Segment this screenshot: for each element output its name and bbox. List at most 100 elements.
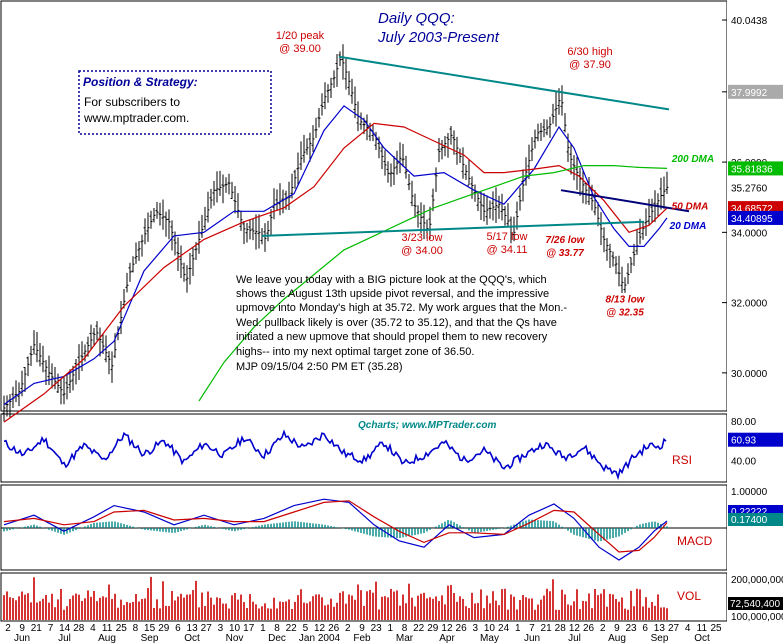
x-day-tick: 27 bbox=[668, 623, 680, 634]
right-axis-area bbox=[727, 0, 783, 644]
x-month-label: Nov bbox=[226, 633, 244, 644]
x-month-label: May bbox=[480, 633, 499, 644]
rsi-value-box bbox=[728, 432, 783, 447]
x-month-label: Mar bbox=[396, 633, 414, 644]
rsi-tick-label: 40.00 bbox=[731, 456, 756, 467]
price-value-label: 37.9992 bbox=[731, 88, 768, 99]
price-annotation-value: @ 33.77 bbox=[546, 248, 584, 259]
price-annotation-value: @ 32.35 bbox=[606, 308, 644, 319]
x-day-tick: 21 bbox=[541, 623, 553, 634]
x-day-tick: 25 bbox=[116, 623, 128, 634]
x-day-tick: 29 bbox=[427, 623, 439, 634]
x-day-tick: 10 bbox=[229, 623, 241, 634]
x-day-tick: 3 bbox=[472, 623, 478, 634]
price-value-box bbox=[728, 210, 783, 225]
x-day-tick: 1 bbox=[260, 623, 266, 634]
x-day-tick: 28 bbox=[555, 623, 567, 634]
price-tick-label: 32.0000 bbox=[731, 299, 768, 310]
x-day-tick: 6 bbox=[642, 623, 648, 634]
macd-title: MACD bbox=[677, 534, 713, 548]
price-annotation: 1/20 peak bbox=[276, 30, 325, 42]
volume-value-label: 72,540,400 bbox=[730, 599, 780, 610]
commentary-line-1: We leave you today with a BIG picture lo… bbox=[236, 274, 547, 286]
strategy-box bbox=[78, 70, 272, 135]
commentary-line-7: MJP 09/15/04 2:50 PM ET (35.28) bbox=[236, 361, 403, 373]
strategy-line-1: For subscribers to bbox=[84, 95, 180, 109]
x-day-tick: 5 bbox=[303, 623, 309, 634]
x-day-tick: 11 bbox=[102, 623, 113, 634]
rsi-value-label: 60.93 bbox=[731, 436, 756, 447]
commentary-line-5: initiated a new upmove that should prope… bbox=[236, 331, 548, 343]
x-day-tick: 14 bbox=[59, 623, 71, 634]
x-month-label: Jan 2004 bbox=[299, 633, 341, 644]
x-day-tick: 24 bbox=[498, 623, 510, 634]
x-month-label: Jul bbox=[568, 633, 581, 644]
x-day-tick: 21 bbox=[31, 623, 43, 634]
price-annotation: 50 DMA bbox=[672, 202, 709, 213]
price-annotation: 3/23 low bbox=[402, 232, 443, 244]
trendline-upper bbox=[338, 55, 670, 111]
price-tick-label: 40.0438 bbox=[731, 16, 768, 27]
price-tick-label: 34.0000 bbox=[731, 228, 768, 239]
price-value-box bbox=[728, 180, 783, 195]
price-value-box bbox=[728, 84, 783, 99]
x-day-tick: 9 bbox=[614, 623, 620, 634]
strategy-line-2: www.mptrader.com. bbox=[83, 111, 189, 125]
x-day-tick: 4 bbox=[685, 623, 691, 634]
x-day-tick: 15 bbox=[144, 623, 156, 634]
x-day-tick: 7 bbox=[529, 623, 535, 634]
price-annotation: 200 DMA bbox=[671, 154, 714, 165]
volume-title: VOL bbox=[677, 589, 701, 603]
x-day-tick: 2 bbox=[600, 623, 606, 634]
commentary-line-6: highs-- into my next optimal target zone… bbox=[236, 346, 474, 358]
x-day-tick: 22 bbox=[286, 623, 298, 634]
commentary-line-3: upmove into Monday's high at 35.72. My w… bbox=[236, 302, 567, 314]
x-day-tick: 2 bbox=[345, 623, 351, 634]
x-day-tick: 28 bbox=[73, 623, 85, 634]
macd-value-label: 0.17400 bbox=[731, 515, 768, 526]
x-day-tick: 8 bbox=[133, 623, 139, 634]
x-month-label: Aug bbox=[98, 633, 116, 644]
price-panel bbox=[0, 0, 728, 412]
price-annotation-value: @ 39.00 bbox=[279, 43, 321, 55]
x-day-tick: 1 bbox=[515, 623, 521, 634]
price-tick-label: 30.0000 bbox=[731, 369, 768, 380]
x-day-tick: 10 bbox=[484, 623, 496, 634]
x-day-tick: 12 bbox=[441, 623, 453, 634]
rsi-tick-label: 80.00 bbox=[731, 417, 756, 428]
x-month-label: Jul bbox=[58, 633, 71, 644]
x-day-tick: 13 bbox=[187, 623, 199, 634]
x-day-tick: 25 bbox=[710, 623, 722, 634]
price-annotation: 5/17 low bbox=[487, 231, 528, 243]
x-day-tick: 8 bbox=[402, 623, 408, 634]
x-day-tick: 17 bbox=[243, 623, 255, 634]
chart-title-line2: July 2003-Present bbox=[377, 29, 500, 46]
price-annotation: 8/13 low bbox=[606, 295, 646, 306]
x-day-tick: 11 bbox=[697, 623, 708, 634]
x-day-tick: 4 bbox=[90, 623, 96, 634]
macd-macd-line bbox=[3, 498, 668, 561]
price-annotation-value: @ 34.11 bbox=[487, 244, 528, 256]
volume-tick-label: 100,000,000 bbox=[731, 612, 783, 623]
price-annotation: 6/30 high bbox=[567, 46, 612, 58]
price-value-label: 35.81836 bbox=[731, 164, 773, 175]
rsi-panel bbox=[0, 413, 728, 483]
x-day-tick: 7 bbox=[48, 623, 54, 634]
rsi-line bbox=[3, 429, 667, 481]
x-day-tick: 3 bbox=[218, 623, 224, 634]
x-month-label: Sep bbox=[141, 633, 159, 644]
x-month-label: Jun bbox=[524, 633, 540, 644]
price-value-label: 35.2760 bbox=[731, 183, 768, 194]
strategy-heading: Position & Strategy: bbox=[83, 75, 198, 89]
commentary-line-2: shows the August 13th upside pivot rever… bbox=[236, 288, 549, 300]
x-day-tick: 26 bbox=[583, 623, 595, 634]
volume-tick-label: 200,000,000 bbox=[731, 575, 783, 586]
x-day-tick: 29 bbox=[158, 623, 170, 634]
x-month-label: Jun bbox=[14, 633, 30, 644]
x-day-tick: 22 bbox=[413, 623, 425, 634]
x-day-tick: 12 bbox=[569, 623, 581, 634]
chart-title-line1: Daily QQQ: bbox=[378, 10, 455, 27]
x-month-label: Oct bbox=[694, 633, 710, 644]
price-annotation: 20 DMA bbox=[669, 221, 707, 232]
